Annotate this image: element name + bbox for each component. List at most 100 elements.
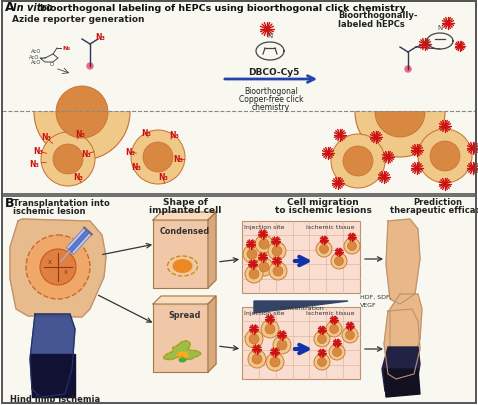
Polygon shape — [153, 296, 216, 304]
Text: N₃: N₃ — [81, 150, 91, 159]
Text: Spread: Spread — [168, 310, 201, 319]
Circle shape — [243, 245, 261, 263]
Text: N₃: N₃ — [95, 32, 105, 41]
Circle shape — [386, 156, 390, 160]
Circle shape — [249, 334, 259, 344]
Circle shape — [418, 130, 472, 183]
Circle shape — [259, 239, 269, 249]
Circle shape — [251, 263, 254, 266]
Text: A: A — [5, 1, 15, 14]
Circle shape — [143, 143, 173, 173]
Circle shape — [316, 241, 332, 257]
Text: ischemic lesion: ischemic lesion — [13, 207, 86, 215]
Circle shape — [266, 353, 284, 371]
Circle shape — [256, 348, 258, 350]
Text: Bioorthogonal: Bioorthogonal — [244, 87, 298, 96]
Polygon shape — [68, 230, 89, 253]
FancyBboxPatch shape — [242, 222, 360, 293]
Ellipse shape — [176, 352, 188, 358]
Text: N₃: N₃ — [41, 133, 51, 142]
FancyBboxPatch shape — [2, 2, 476, 194]
Polygon shape — [384, 369, 420, 397]
Circle shape — [273, 336, 291, 354]
Text: Hind limb ischemia: Hind limb ischemia — [10, 394, 100, 403]
Circle shape — [382, 176, 386, 179]
Text: AcO: AcO — [31, 60, 42, 65]
Circle shape — [443, 125, 447, 128]
Circle shape — [326, 321, 342, 337]
FancyBboxPatch shape — [153, 220, 208, 288]
Polygon shape — [164, 341, 201, 360]
Text: N₃: N₃ — [169, 131, 179, 140]
Circle shape — [255, 258, 273, 276]
Circle shape — [329, 344, 345, 360]
Polygon shape — [384, 309, 420, 379]
Circle shape — [329, 325, 338, 334]
Text: DBCO-Cy5: DBCO-Cy5 — [248, 68, 299, 77]
Circle shape — [314, 354, 330, 370]
Text: bioorthogonal labeling of hEPCs using bioorthogonal click chemistry: bioorthogonal labeling of hEPCs using bi… — [40, 4, 406, 13]
Text: N₃: N₃ — [158, 173, 168, 182]
Circle shape — [40, 249, 76, 285]
Circle shape — [471, 147, 475, 150]
Circle shape — [131, 131, 185, 185]
Circle shape — [270, 357, 280, 367]
Circle shape — [326, 152, 330, 156]
FancyBboxPatch shape — [2, 196, 476, 403]
Circle shape — [265, 324, 275, 334]
FancyBboxPatch shape — [2, 2, 476, 112]
Circle shape — [423, 43, 427, 47]
Text: In vitro: In vitro — [13, 3, 53, 13]
Text: N: N — [437, 25, 443, 31]
Circle shape — [41, 133, 95, 187]
FancyBboxPatch shape — [242, 307, 360, 379]
Polygon shape — [30, 354, 75, 397]
Ellipse shape — [173, 259, 193, 273]
Circle shape — [331, 135, 385, 189]
Circle shape — [272, 246, 282, 256]
Circle shape — [342, 327, 358, 343]
Circle shape — [261, 233, 264, 236]
Polygon shape — [382, 347, 420, 394]
Polygon shape — [66, 228, 92, 255]
Circle shape — [351, 236, 353, 239]
Circle shape — [261, 320, 279, 338]
Circle shape — [321, 352, 323, 354]
Polygon shape — [390, 294, 422, 374]
Circle shape — [333, 347, 341, 357]
Circle shape — [415, 149, 419, 152]
Circle shape — [446, 22, 450, 26]
Polygon shape — [208, 213, 216, 288]
Text: labeled hEPCs: labeled hEPCs — [338, 20, 405, 29]
Circle shape — [268, 243, 286, 260]
Text: therapeutic efficacy: therapeutic efficacy — [390, 205, 478, 215]
Text: Injection site: Injection site — [244, 224, 284, 230]
Circle shape — [355, 68, 445, 158]
Circle shape — [430, 142, 460, 172]
Circle shape — [338, 251, 340, 254]
Text: N₃: N₃ — [33, 147, 43, 156]
Circle shape — [375, 88, 425, 138]
Circle shape — [374, 136, 378, 139]
Circle shape — [335, 257, 344, 266]
Text: chemistry: chemistry — [252, 103, 290, 112]
Circle shape — [269, 318, 272, 321]
Text: N₃: N₃ — [173, 155, 183, 164]
Circle shape — [346, 331, 355, 340]
Circle shape — [275, 240, 277, 243]
Text: Shape of: Shape of — [163, 198, 207, 207]
Text: N₃: N₃ — [125, 148, 135, 157]
Circle shape — [87, 64, 93, 70]
Ellipse shape — [178, 358, 186, 362]
Circle shape — [343, 147, 373, 177]
Circle shape — [53, 145, 83, 175]
Circle shape — [245, 330, 263, 348]
Polygon shape — [153, 213, 216, 220]
Polygon shape — [386, 220, 420, 304]
Circle shape — [248, 350, 266, 368]
Text: VEGF: VEGF — [360, 302, 377, 307]
Circle shape — [415, 167, 419, 171]
Circle shape — [261, 256, 264, 259]
Text: Concentration: Concentration — [280, 305, 325, 310]
Circle shape — [252, 354, 262, 364]
